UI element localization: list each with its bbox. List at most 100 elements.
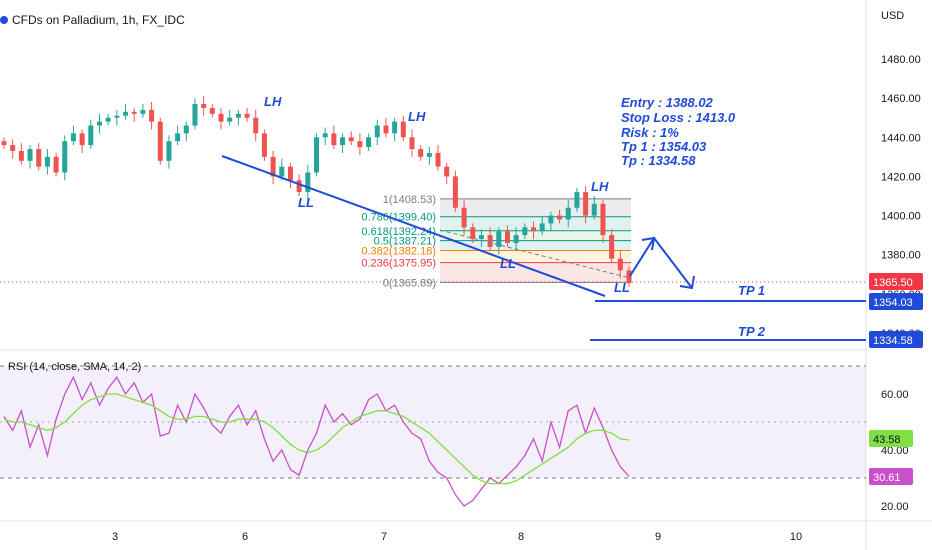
candle-body bbox=[192, 104, 198, 126]
tp1-value: 1354.03 bbox=[873, 297, 913, 309]
candle-body bbox=[426, 152, 432, 157]
candle-body bbox=[400, 121, 406, 138]
last-price-badge: 1365.50 bbox=[869, 273, 923, 290]
candle-body bbox=[140, 109, 146, 114]
projection-arrow-up bbox=[641, 236, 656, 251]
candle-body bbox=[609, 235, 615, 259]
candle-body bbox=[444, 166, 450, 177]
fib-zone bbox=[440, 230, 631, 241]
price-tick-label: 1480.00 bbox=[881, 54, 921, 66]
candle-body bbox=[626, 270, 632, 284]
candle-body bbox=[279, 166, 285, 177]
trade-plan-tp: Tp : 1334.58 bbox=[621, 153, 696, 168]
candle-body bbox=[374, 125, 380, 138]
candle-body bbox=[79, 133, 85, 146]
candle-body bbox=[366, 137, 372, 148]
candle-body bbox=[261, 133, 267, 157]
candle-body bbox=[166, 141, 172, 161]
annotation-lh: LH bbox=[591, 179, 609, 194]
annotation-lh: LH bbox=[408, 109, 426, 124]
candle-body bbox=[62, 141, 68, 173]
fib-zone bbox=[440, 250, 631, 263]
candle-body bbox=[96, 121, 102, 126]
candle-body bbox=[409, 137, 415, 150]
candle-body bbox=[114, 115, 120, 118]
trade-plan-note[interactable]: Entry : 1388.02 Stop Loss : 1413.0 Risk … bbox=[621, 95, 736, 168]
candle-body bbox=[600, 203, 606, 236]
chart-title[interactable]: CFDs on Palladium, 1h, FX_IDC bbox=[12, 13, 185, 27]
fib-level-label: 0.786(1399.40) bbox=[361, 212, 436, 224]
candle-body bbox=[88, 125, 94, 146]
candle-body bbox=[287, 166, 293, 181]
trend-line[interactable] bbox=[221, 155, 606, 297]
fib-level-label: 0.382(1382.18) bbox=[361, 245, 436, 257]
annotation-lh: LH bbox=[264, 94, 282, 109]
fib-level-label: 0.618(1392.24) bbox=[361, 226, 436, 238]
currency-label: USD bbox=[881, 10, 904, 22]
candle-body bbox=[340, 137, 346, 146]
candle-body bbox=[227, 117, 233, 122]
rsi-title[interactable]: RSI (14, close, SMA, 14, 2) bbox=[8, 361, 141, 373]
candle-body bbox=[539, 223, 545, 232]
rsi-line bbox=[3, 375, 630, 507]
candle-body bbox=[383, 125, 389, 134]
fib-level-label: 0.236(1375.95) bbox=[361, 258, 436, 270]
candle-body bbox=[218, 113, 224, 122]
last-price-value: 1365.50 bbox=[873, 277, 913, 289]
candle-body bbox=[322, 133, 328, 138]
candle-body bbox=[461, 207, 467, 228]
fib-level-label: 0(1365.89) bbox=[383, 277, 436, 289]
candles bbox=[1, 96, 632, 288]
candle-body bbox=[583, 192, 589, 216]
rsi-sma-line bbox=[3, 393, 630, 485]
candle-body bbox=[565, 207, 571, 220]
trade-plan-risk: Risk : 1% bbox=[621, 125, 679, 140]
annotation-ll: LL bbox=[500, 256, 516, 271]
candle-body bbox=[175, 133, 181, 142]
candle-body bbox=[513, 235, 519, 243]
candle-body bbox=[157, 121, 163, 161]
rsi-axis[interactable]: 20.00 40.00 60.00 bbox=[881, 389, 909, 513]
fib-trend-dashed bbox=[439, 229, 631, 279]
trade-plan-entry: Entry : 1388.02 bbox=[621, 95, 714, 110]
candle-body bbox=[452, 176, 458, 208]
candle-body bbox=[296, 180, 302, 193]
candle-body bbox=[305, 172, 311, 193]
candle-body bbox=[53, 156, 59, 173]
annotation-ll: LL bbox=[298, 195, 314, 210]
candle-body bbox=[1, 141, 7, 146]
time-tick-label: 6 bbox=[242, 531, 248, 543]
candle-body bbox=[357, 141, 363, 148]
candle-body bbox=[10, 145, 16, 151]
candle-body bbox=[105, 117, 111, 122]
candle-body bbox=[617, 258, 623, 271]
candle-body bbox=[44, 156, 50, 167]
time-axis[interactable]: 3 6 7 8 9 10 bbox=[112, 531, 802, 543]
candle-body bbox=[209, 107, 215, 114]
candle-body bbox=[557, 215, 563, 220]
time-tick-label: 8 bbox=[518, 531, 524, 543]
candle-body bbox=[123, 111, 129, 116]
time-tick-label: 7 bbox=[381, 531, 387, 543]
rsi-tick-label: 40.00 bbox=[881, 445, 909, 457]
candle-body bbox=[183, 125, 189, 134]
tp2-value: 1334.58 bbox=[873, 335, 913, 347]
main-pane-bg bbox=[0, 0, 866, 550]
candle-body bbox=[253, 117, 259, 134]
time-tick-label: 10 bbox=[790, 531, 802, 543]
candle-body bbox=[244, 113, 250, 118]
tp1-label: TP 1 bbox=[738, 283, 765, 298]
fib-level-label: 0.5(1387.21) bbox=[374, 236, 436, 248]
symbol-icon bbox=[0, 16, 8, 24]
candle-body bbox=[418, 149, 424, 157]
candle-body bbox=[470, 227, 476, 240]
candle-body bbox=[235, 113, 241, 118]
candle-body bbox=[348, 137, 354, 142]
tp2-label: TP 2 bbox=[738, 324, 766, 339]
rsi-value-badge: 30.61 bbox=[869, 468, 913, 485]
time-tick-label: 3 bbox=[112, 531, 118, 543]
fib-zone bbox=[440, 262, 631, 283]
candle-body bbox=[591, 203, 597, 216]
candle-body bbox=[392, 121, 398, 134]
